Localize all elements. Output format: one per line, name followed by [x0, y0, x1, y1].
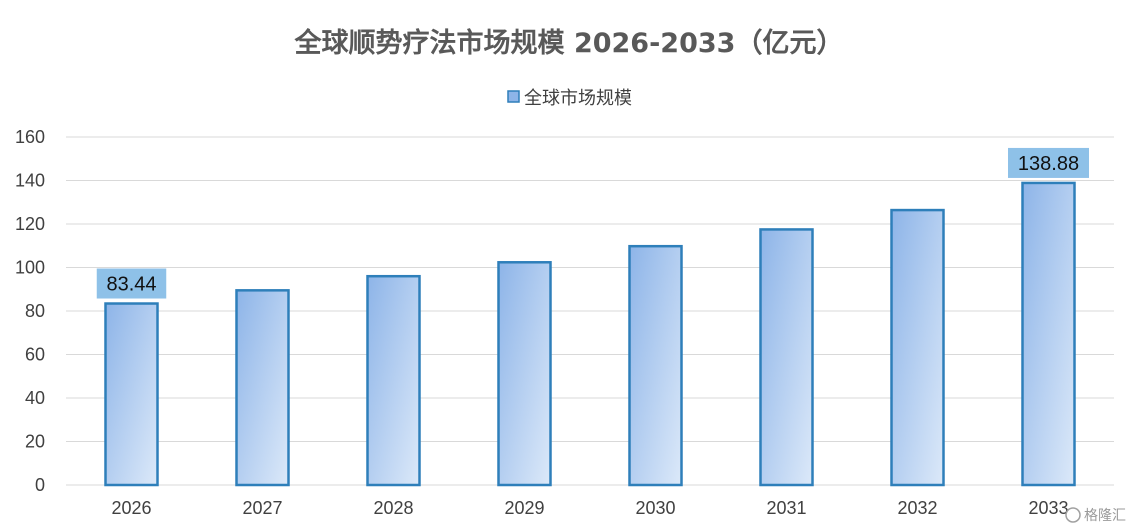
- data-label-background: [1008, 147, 1089, 178]
- data-label: 83.44: [96, 268, 167, 299]
- data-label-text: 138.88: [1018, 153, 1079, 175]
- x-axis-ticks: 2026 2027 2028 2029 2030 2031 2032 2033: [111, 498, 1068, 518]
- data-label: 138.88: [1008, 147, 1089, 178]
- y-axis-ticks: 0 20 40 60 80 100 120 140 160: [15, 127, 45, 495]
- chart-title: 全球顺势疗法市场规模 2026-2033（亿元）: [294, 27, 844, 59]
- bar: [890, 208, 945, 487]
- bar: [1021, 181, 1076, 487]
- gridlines: [66, 136, 1114, 486]
- bars: [104, 181, 1076, 487]
- y-tick-label: 40: [25, 388, 45, 408]
- watermark: 格隆汇: [1065, 507, 1126, 524]
- y-tick-label: 60: [25, 345, 45, 365]
- bar: [104, 302, 159, 487]
- y-tick-label: 160: [15, 127, 45, 147]
- x-tick-label: 2032: [897, 498, 937, 518]
- bar: [366, 274, 421, 487]
- x-tick-label: 2031: [766, 498, 806, 518]
- x-tick-label: 2028: [373, 498, 413, 518]
- y-tick-label: 80: [25, 301, 45, 321]
- x-tick-label: 2027: [242, 498, 282, 518]
- y-tick-label: 120: [15, 214, 45, 234]
- data-label-text: 83.44: [106, 274, 156, 296]
- legend: 全球市场规模: [507, 88, 632, 109]
- watermark-text: 格隆汇: [1084, 508, 1126, 524]
- bar: [497, 261, 552, 487]
- x-tick-label: 2033: [1028, 498, 1068, 518]
- y-tick-label: 100: [15, 258, 45, 278]
- bar: [235, 289, 290, 487]
- x-tick-label: 2026: [111, 498, 151, 518]
- bar: [759, 228, 814, 487]
- y-tick-label: 0: [35, 475, 45, 495]
- y-tick-label: 20: [25, 432, 45, 452]
- bar: [628, 244, 683, 487]
- y-tick-label: 140: [15, 171, 45, 191]
- legend-swatch: [507, 90, 520, 103]
- x-tick-label: 2029: [504, 498, 544, 518]
- data-label-background: [96, 268, 167, 299]
- watermark-logo-icon: [1065, 507, 1081, 523]
- legend-label: 全球市场规模: [524, 88, 632, 109]
- data-labels: 83.44 138.88: [96, 147, 1089, 299]
- x-tick-label: 2030: [635, 498, 675, 518]
